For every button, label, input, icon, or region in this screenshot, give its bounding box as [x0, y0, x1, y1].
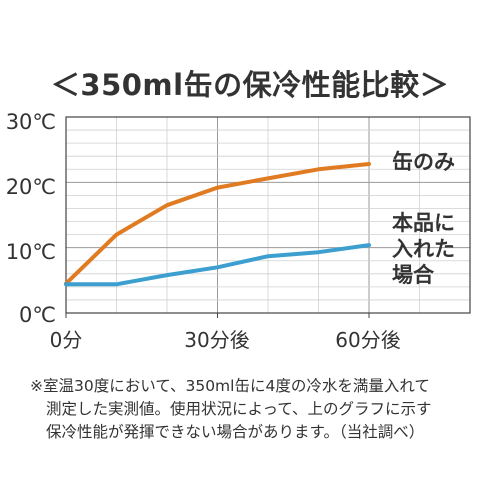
series-layer — [64, 162, 371, 287]
chart-title: ＜350ml缶の保冷性能比較＞ — [50, 68, 450, 102]
y-tick-label: 0℃ — [19, 303, 56, 327]
grid — [65, 117, 470, 318]
y-tick-label: 20℃ — [6, 175, 56, 199]
series-label-with-product-line1: 本品に — [392, 211, 455, 235]
x-tick-label: 0分 — [50, 328, 83, 352]
footnote-line-3: 保冷性能が発揮できない場合があります。（当社調べ） — [46, 423, 425, 441]
series-label-with-product-line2: 入れた — [392, 237, 455, 261]
plot-frame — [65, 116, 471, 314]
y-tick-label: 10℃ — [6, 240, 56, 264]
series-labels: 缶のみ 本品に 入れた 場合 — [392, 150, 455, 287]
footnote-line-2: 測定した実測値。使用状況によって、上のグラフに示す — [46, 400, 432, 418]
footnote-line-1: ※室温30度において、350ml缶に4度の冷水を満量入れて — [30, 377, 430, 395]
series-label-can-only: 缶のみ — [392, 150, 455, 174]
y-axis-labels: 30℃ 20℃ 10℃ 0℃ — [6, 110, 56, 327]
series-label-with-product-line3: 場合 — [392, 263, 435, 287]
x-axis-labels: 0分 30分後 60分後 — [50, 328, 401, 352]
y-tick-label: 30℃ — [6, 110, 56, 134]
x-tick-label: 60分後 — [335, 328, 400, 352]
footnote: ※室温30度において、350ml缶に4度の冷水を満量入れて 測定した実測値。使用… — [30, 375, 490, 444]
x-tick-label: 30分後 — [184, 328, 249, 352]
